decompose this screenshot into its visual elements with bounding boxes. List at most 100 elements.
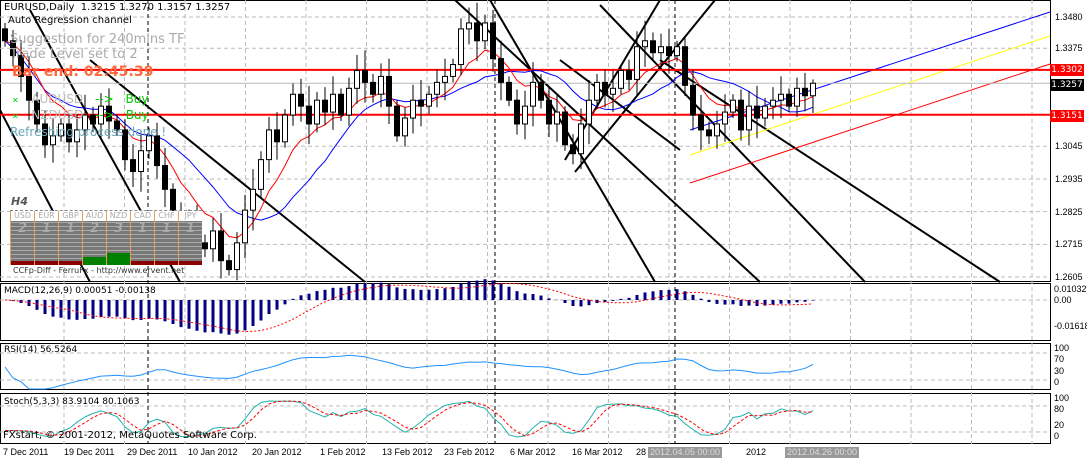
ccfp-column-gbp: GBP 1: [58, 211, 82, 265]
ccfp-strength-bar: [179, 261, 202, 265]
rsi-tick: 100: [1054, 343, 1070, 353]
panel-frame: [0, 393, 1051, 444]
regression-middle[interactable]: [689, 35, 1051, 156]
ccfp-currency: GBP: [59, 211, 82, 221]
candle: [738, 99, 744, 131]
ccfp-currency: NZD: [107, 211, 130, 221]
candle: [498, 58, 504, 83]
candle: [250, 188, 256, 211]
time-tick: 13 Feb 2012: [382, 447, 433, 457]
candle: [58, 123, 64, 137]
candle: [770, 99, 776, 107]
ccfp-value: 1: [41, 221, 52, 236]
candle: [130, 159, 136, 173]
candle: [658, 46, 664, 54]
trendline[interactable]: [574, 0, 716, 173]
trendline[interactable]: [659, 59, 1001, 283]
candle: [370, 81, 376, 95]
time-tick: 28: [636, 447, 647, 457]
candle: [346, 87, 352, 116]
ccfp-timeframe: H4: [11, 195, 28, 208]
stoch-tick: 20: [1054, 420, 1065, 430]
ccfp-panel: H4 USD 2 EUR 1 GBP 1 AUD 2 NZD 3 CAD 1 CHF 1 JPY 1 CCFp…: [10, 195, 202, 277]
candle: [138, 150, 144, 173]
panel-frame: [0, 0, 1051, 282]
stoch-tick: 80: [1054, 404, 1065, 414]
candle: [706, 129, 712, 137]
candle: [298, 93, 304, 107]
copyright-text: FXstart, © 2001-2012, MetaQuotes Softwar…: [3, 430, 257, 441]
ccfp-column-nzd: NZD 3: [106, 211, 130, 265]
candle: [242, 209, 248, 244]
indicator-name: Auto Regression channel: [8, 15, 132, 26]
signal-action: Buy: [125, 108, 149, 122]
candle: [594, 81, 600, 101]
candle: [618, 69, 624, 89]
candle: [50, 135, 56, 146]
candle: [378, 75, 384, 95]
macd-signal-line: [4, 282, 814, 333]
ccfp-column-chf: CHF 1: [154, 211, 178, 265]
candle: [2, 28, 8, 42]
regression-lower[interactable]: [689, 63, 1051, 184]
candle: [602, 81, 608, 95]
candle: [450, 64, 456, 77]
candle: [570, 144, 576, 155]
candle: [210, 230, 216, 250]
symbol-timeframe: EURUSD,Daily: [4, 2, 75, 13]
rsi-tick: 30: [1054, 366, 1065, 376]
candle: [666, 46, 672, 57]
candle: [386, 75, 392, 107]
time-tick: 10 Jan 2012: [188, 447, 238, 457]
price-tick: 1.3375: [1055, 43, 1083, 54]
candle: [434, 81, 440, 95]
candle: [274, 129, 280, 143]
signal-pair: NZDUSD: [31, 108, 84, 122]
signal-arrow: -->: [95, 108, 114, 122]
candle: [26, 75, 32, 101]
time-tick: 7 Dec 2011: [3, 447, 49, 457]
candle: [122, 129, 128, 161]
moving-average-slow: [4, 40, 814, 221]
candle: [322, 99, 328, 113]
candle: [330, 93, 336, 113]
time-tick: 23 Feb 2012: [444, 447, 495, 457]
candle: [698, 114, 704, 131]
candle: [482, 22, 488, 42]
candle: [682, 46, 688, 86]
time-tick: 2012.04.05 00:00: [648, 447, 723, 458]
ccfp-value: 2: [89, 221, 100, 236]
candle: [282, 114, 288, 143]
time-tick: 19 Dec 2011: [64, 447, 115, 457]
candle: [202, 242, 208, 250]
ccfp-value: 1: [137, 221, 148, 236]
trendline[interactable]: [599, 4, 866, 283]
candle: [778, 93, 784, 101]
ccfp-column-jpy: JPY 1: [178, 211, 202, 265]
ccfp-currency: CHF: [155, 211, 178, 221]
candle: [514, 99, 520, 125]
time-tick: 20 Jan 2012: [252, 447, 302, 457]
candle: [530, 81, 536, 107]
bar-end-timer: Bar end: 02:45:39: [12, 64, 154, 80]
signal-marker-icon: ✕: [12, 96, 22, 105]
candle: [586, 99, 592, 125]
ccfp-currency: USD: [11, 211, 34, 221]
candle: [802, 87, 808, 97]
trendline[interactable]: [89, 59, 366, 283]
candle: [554, 111, 560, 125]
trendline[interactable]: [559, 59, 681, 151]
candle: [810, 82, 816, 97]
candle: [314, 99, 320, 125]
trendline[interactable]: [454, 0, 761, 283]
candle: [10, 40, 16, 57]
signal-marker-icon: ✕: [12, 112, 22, 121]
stoch-label: Stoch(5,3,3) 83.9104 80.1063: [4, 397, 140, 407]
time-tick: 1 Feb 2012: [320, 447, 366, 457]
candle: [290, 93, 296, 116]
status-text: Refreshing process done !: [10, 125, 167, 139]
time-tick: 6 Mar 2012: [510, 447, 556, 457]
candle: [162, 165, 168, 190]
ccfp-currency: EUR: [35, 211, 58, 221]
